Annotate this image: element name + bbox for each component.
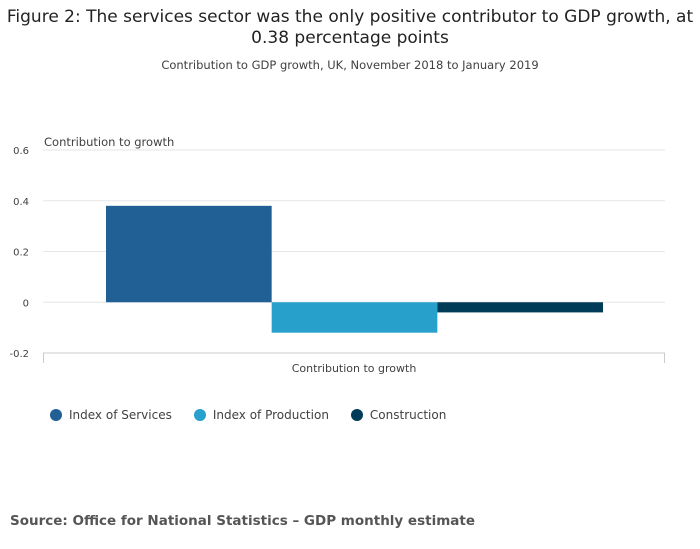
legend-item[interactable]: Construction: [350, 408, 447, 422]
bar-index-of-services: [106, 205, 272, 303]
y-axis-title: Contribution to growth: [44, 135, 174, 149]
source-note: Source: Office for National Statistics –…: [10, 513, 475, 529]
legend-label: Index of Services: [69, 408, 172, 422]
y-tick-label: 0.2: [13, 248, 29, 259]
y-tick-label: 0: [23, 298, 29, 309]
x-category-label: Contribution to growth: [292, 362, 417, 375]
bar-index-of-production: [271, 302, 438, 333]
legend-label: Construction: [369, 408, 447, 422]
bar-construction: [437, 302, 603, 313]
legend-swatch-icon: [50, 409, 62, 421]
legend-swatch-icon: [193, 409, 206, 421]
legend-label: Index of Production: [212, 408, 329, 422]
y-tick-label: 0.6: [13, 146, 29, 157]
legend-item[interactable]: Index of Production: [193, 408, 329, 422]
chart-subtitle: Contribution to GDP growth, UK, November…: [161, 58, 539, 72]
y-tick-label: -0.2: [9, 349, 29, 360]
y-tick-label: 0.4: [13, 197, 29, 208]
legend-swatch-icon: [350, 409, 363, 421]
legend-item[interactable]: Index of Services: [50, 408, 172, 422]
legend: Index of Services Index of Production Cons…: [50, 408, 446, 422]
bar-chart: 0.6 0.4 0.2 0 -0.2 Contribution to growth Cont…: [9, 135, 665, 375]
chart-title: Figure 2: The services sector was the on…: [6, 7, 694, 48]
